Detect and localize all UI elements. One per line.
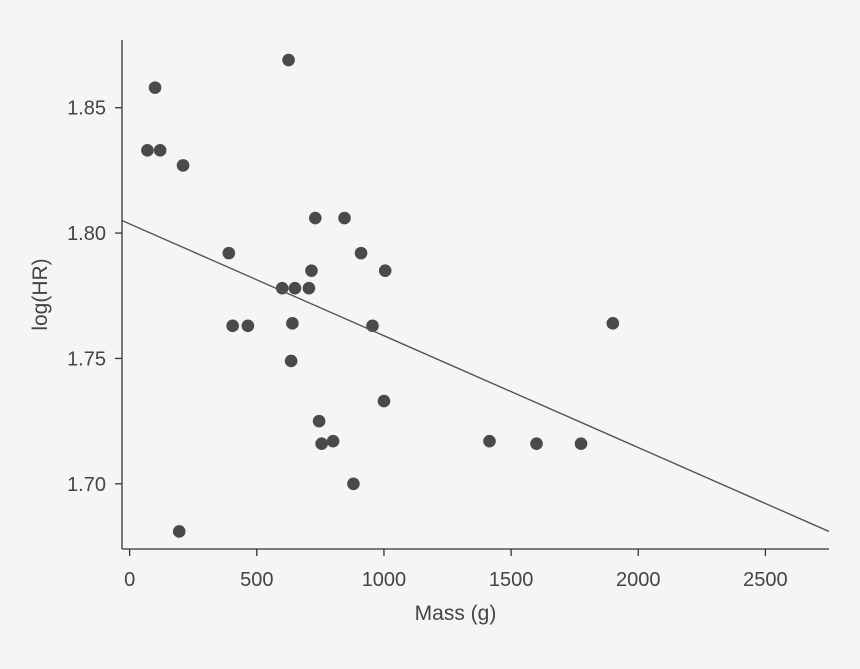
- data-point: [288, 281, 302, 295]
- x-tick-label: 2500: [743, 569, 788, 591]
- y-tick-label: 1.80: [67, 223, 106, 245]
- data-point: [308, 211, 322, 225]
- data-point: [275, 281, 289, 295]
- data-point: [226, 319, 239, 333]
- x-axis-ticks: 0 500 1000 1500 2000 2500: [124, 549, 788, 591]
- data-point: [606, 317, 620, 330]
- data-point: [176, 159, 190, 172]
- data-point: [378, 264, 392, 277]
- data-point: [354, 246, 368, 260]
- data-point: [153, 144, 167, 157]
- data-point: [530, 437, 543, 450]
- data-point: [172, 525, 186, 538]
- data-point: [315, 437, 328, 450]
- data-point: [377, 394, 391, 408]
- data-point: [302, 281, 316, 295]
- data-point: [148, 81, 162, 94]
- data-point: [286, 317, 299, 330]
- data-point: [483, 434, 496, 448]
- data-point: [284, 354, 298, 368]
- x-tick-label: 500: [240, 569, 273, 591]
- y-tick-label: 1.70: [67, 474, 106, 496]
- x-axis-title: Mass (g): [415, 602, 497, 625]
- data-point: [222, 246, 236, 260]
- y-tick-label: 1.85: [67, 98, 106, 120]
- y-tick-label: 1.75: [67, 348, 106, 370]
- data-point: [282, 53, 295, 67]
- x-tick-label: 1500: [489, 569, 534, 591]
- x-tick-label: 2000: [616, 569, 661, 591]
- regression-line: [121, 219, 830, 533]
- data-point: [305, 264, 318, 277]
- data-point: [326, 434, 340, 448]
- y-axis-ticks: 1.70 1.75 1.80 1.85: [67, 98, 122, 496]
- data-point: [347, 477, 360, 491]
- data-point: [574, 437, 588, 450]
- data-points: [141, 53, 620, 538]
- x-tick-label: 0: [124, 569, 135, 591]
- y-axis-title: log(HR): [29, 258, 52, 330]
- data-point: [141, 144, 154, 157]
- x-tick-label: 1000: [362, 569, 407, 591]
- data-point: [312, 414, 326, 428]
- data-point: [241, 319, 255, 333]
- data-point: [338, 211, 351, 225]
